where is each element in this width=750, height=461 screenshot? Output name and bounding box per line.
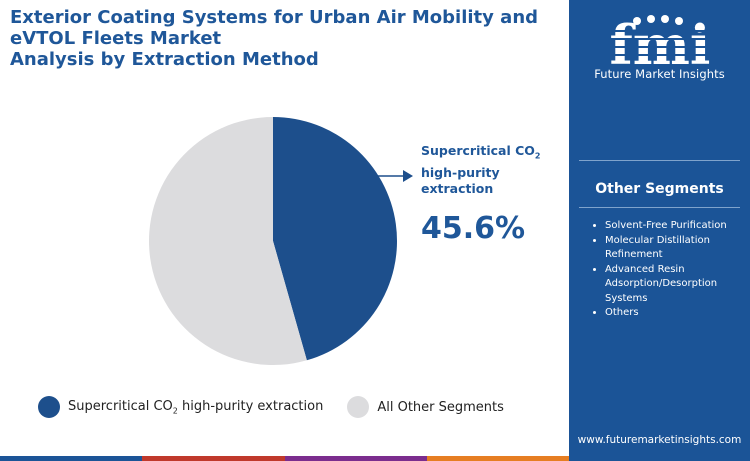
title-line-2: eVTOL Fleets Market <box>10 28 222 49</box>
legend-label-prefix: Supercritical CO <box>68 398 173 414</box>
legend-label-other: All Other Segments <box>377 399 504 415</box>
other-segments-heading: Other Segments <box>595 181 724 197</box>
legend-item-other: All Other Segments <box>347 396 504 418</box>
sidebar: fmi Future Market Insights Other Segment… <box>569 0 750 461</box>
legend-label-rest: high-purity extraction <box>177 398 324 414</box>
label-rest: high-purity extraction <box>421 164 500 196</box>
legend: Supercritical CO2 high-purity extraction… <box>38 396 528 418</box>
pie-slice-primary <box>273 117 397 361</box>
bar-segment-3 <box>284 456 427 461</box>
bar-segment-1 <box>0 456 143 461</box>
label-subscript: 2 <box>534 151 541 161</box>
callout-arrow <box>378 170 413 182</box>
other-segments-list: Solvent-Free PurificationMolecular Disti… <box>591 219 750 321</box>
sidebar-divider-top <box>579 160 740 161</box>
chart-title: Exterior Coating Systems for Urban Air M… <box>10 7 560 70</box>
bar-segment-2 <box>142 456 285 461</box>
other-segment-item: Others <box>605 306 750 321</box>
pie-slice-other <box>148 117 307 366</box>
logo-letters: fmi <box>610 13 711 77</box>
title-line-1: Exterior Coating Systems for Urban Air M… <box>10 7 539 28</box>
logo-caption: Future Market Insights <box>594 67 725 81</box>
website-url: www.futuremarketinsights.com <box>577 434 742 446</box>
label-prefix: Supercritical CO <box>421 143 535 158</box>
other-segment-item: Advanced Resin Adsorption/Desorption Sys… <box>605 263 750 307</box>
other-segment-item: Molecular Distillation Refinement <box>605 234 750 263</box>
other-segment-item: Solvent-Free Purification <box>605 219 750 234</box>
sidebar-divider <box>579 207 740 208</box>
bar-segment-4 <box>426 456 569 461</box>
fmi-logo: fmi <box>595 13 725 77</box>
legend-swatch-primary <box>38 396 60 418</box>
legend-item-primary: Supercritical CO2 high-purity extraction <box>38 396 323 418</box>
primary-slice-name: Supercritical CO2 high-purity extraction <box>421 143 561 197</box>
legend-swatch-other <box>347 396 370 418</box>
title-line-3: Analysis by Extraction Method <box>10 49 319 70</box>
pie-chart <box>148 117 413 366</box>
legend-label-subscript: 2 <box>172 406 178 416</box>
primary-slice-label: Supercritical CO2 high-purity extraction … <box>421 143 561 247</box>
legend-label-primary: Supercritical CO2 high-purity extraction <box>68 399 323 416</box>
pie-slices <box>148 117 397 366</box>
bottom-color-bar <box>0 456 569 461</box>
primary-slice-percent: 45.6% <box>421 210 526 246</box>
